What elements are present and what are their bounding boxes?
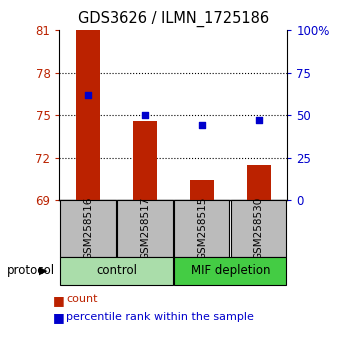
Bar xyxy=(61,257,172,285)
Text: count: count xyxy=(66,294,98,304)
Text: MIF depletion: MIF depletion xyxy=(191,264,270,277)
Text: GSM258530: GSM258530 xyxy=(254,197,264,260)
Point xyxy=(85,92,91,97)
Bar xyxy=(133,121,157,200)
Text: protocol: protocol xyxy=(7,264,55,277)
Bar xyxy=(61,200,116,257)
Bar xyxy=(190,180,214,200)
Text: control: control xyxy=(96,264,137,277)
Point xyxy=(142,112,148,118)
Point xyxy=(199,122,205,128)
Bar xyxy=(76,30,100,200)
Bar xyxy=(174,200,230,257)
Title: GDS3626 / ILMN_1725186: GDS3626 / ILMN_1725186 xyxy=(78,11,269,27)
Bar xyxy=(117,200,172,257)
Bar xyxy=(231,200,286,257)
Point xyxy=(256,117,261,123)
Text: ■: ■ xyxy=(53,294,65,307)
Bar xyxy=(247,165,271,200)
Text: GSM258516: GSM258516 xyxy=(83,196,93,260)
Text: GSM258517: GSM258517 xyxy=(140,196,150,260)
Text: ▶: ▶ xyxy=(39,266,48,276)
Bar xyxy=(174,257,286,285)
Text: percentile rank within the sample: percentile rank within the sample xyxy=(66,312,254,321)
Text: GSM258515: GSM258515 xyxy=(197,196,207,260)
Text: ■: ■ xyxy=(53,312,65,325)
